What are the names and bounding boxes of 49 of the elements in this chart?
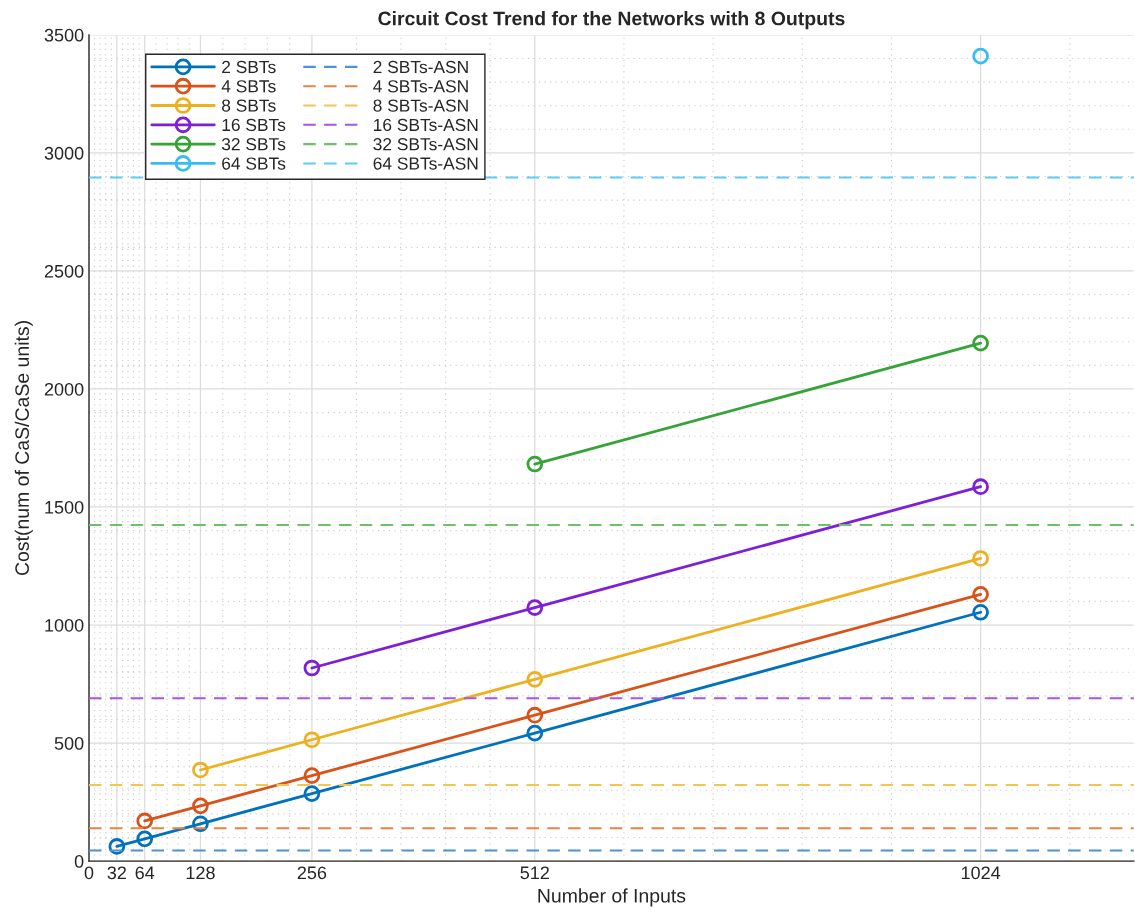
x-tick-label: 512: [520, 866, 549, 880]
point: [303, 659, 321, 677]
point: [526, 599, 544, 616]
legend-label: 4 SBTs-ASN: [373, 80, 468, 93]
point: [972, 478, 989, 496]
point: [526, 455, 544, 473]
y-tick-label: 1000: [45, 618, 84, 632]
y-tick-label: 3000: [44, 146, 84, 160]
ref-line-label: 64 SBTs-ASN: [373, 157, 478, 170]
legend-label: 8 SBTs: [222, 99, 276, 112]
legend-label: 2 SBTs: [222, 60, 276, 74]
point: [526, 706, 544, 724]
legend-label: 8 SBTs-ASN: [373, 99, 468, 112]
y-tick-label: 2000: [44, 382, 84, 396]
y-tick-label: 500: [54, 736, 84, 750]
legend-label: 4 SBTs: [221, 80, 276, 93]
point: [972, 550, 989, 567]
x-tick-label: 64: [135, 866, 155, 880]
x-tick-label: 0: [84, 866, 94, 880]
y-tick-label: 0: [74, 855, 84, 868]
point: [303, 731, 321, 749]
x-axis-title: Number of Inputs: [538, 888, 686, 907]
x-tick-label: 32: [107, 866, 126, 880]
point: [972, 586, 989, 603]
point: [303, 767, 321, 784]
x-tick-label: 128: [186, 866, 215, 880]
legend-label: 16 SBTs: [222, 118, 286, 132]
point: [972, 603, 989, 621]
point: [526, 724, 544, 742]
point: [303, 785, 321, 802]
y-tick-label: 2500: [44, 264, 84, 278]
point: [526, 670, 544, 688]
y-tick-label: 1500: [45, 500, 84, 514]
x-tick-label: 256: [297, 866, 327, 880]
legend-label: 32 SBTs-ASN: [373, 138, 478, 151]
point: [972, 47, 989, 65]
y-axis-title: Cost(num of CaS/CaSe units): [14, 321, 33, 576]
point: [192, 761, 209, 779]
x-tick-label: 1024: [961, 866, 1001, 880]
point: [192, 797, 209, 815]
chart-title: Circuit Cost Trend for the Networks with 8 Outputs: [378, 11, 845, 30]
legend-label: 16 SBTs-ASN: [374, 118, 478, 132]
legend-label: 64 SBTs: [222, 157, 286, 170]
legend-label: 2 SBTs-ASN: [373, 60, 468, 74]
point: [136, 812, 154, 830]
point: [136, 830, 154, 848]
y-tick-label: 3500: [44, 28, 84, 42]
legend-label: 32 SBTs: [221, 138, 286, 151]
point: [972, 334, 989, 352]
